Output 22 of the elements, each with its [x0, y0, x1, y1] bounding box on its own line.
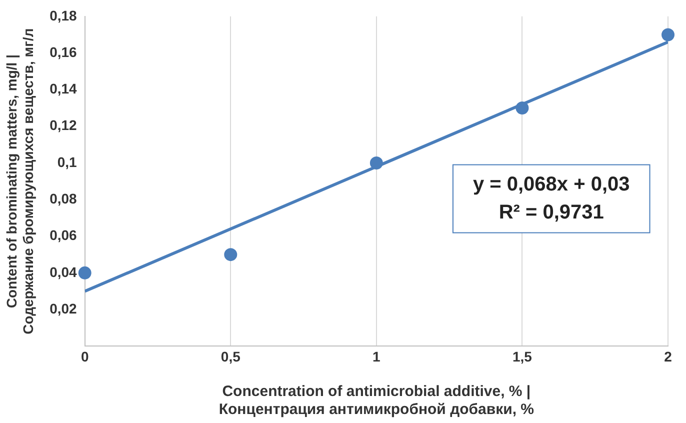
y-tick-label: 0,08 — [50, 190, 78, 206]
point — [662, 28, 674, 42]
x-tick-label: 2 — [664, 348, 672, 364]
x-tick-label: 1,5 — [512, 348, 532, 364]
y-tick-label: 0,04 — [50, 264, 78, 280]
y-tick-label: 0,1 — [57, 154, 78, 170]
y-axis-title: Content of brominating matters, mg/l | Содержание бромирующихся веществ, мг/л — [3, 28, 36, 334]
point — [516, 102, 529, 115]
point — [370, 156, 383, 170]
annotation: y = 0,068x + 0,03 R² = 0,9731 — [472, 173, 630, 224]
y-tick-label: 0,16 — [50, 44, 78, 60]
y-tick-label: 0,18 — [50, 7, 78, 24]
x-tick-label: 0 — [80, 348, 89, 364]
y-tick-label: 0,14 — [50, 80, 78, 97]
y-tick-label: 0,06 — [50, 227, 78, 244]
point — [224, 248, 238, 262]
x-axis-title: Concentration of antimicrobial additive, % | Концентрация антимикробной добавки, % — [218, 383, 534, 418]
point — [78, 266, 92, 280]
y-tick-label: 0,02 — [50, 300, 78, 316]
x-tick-label: 1 — [372, 348, 381, 364]
y-tick-label: 0,12 — [50, 117, 78, 134]
x-tick-label: 0,5 — [220, 348, 241, 364]
